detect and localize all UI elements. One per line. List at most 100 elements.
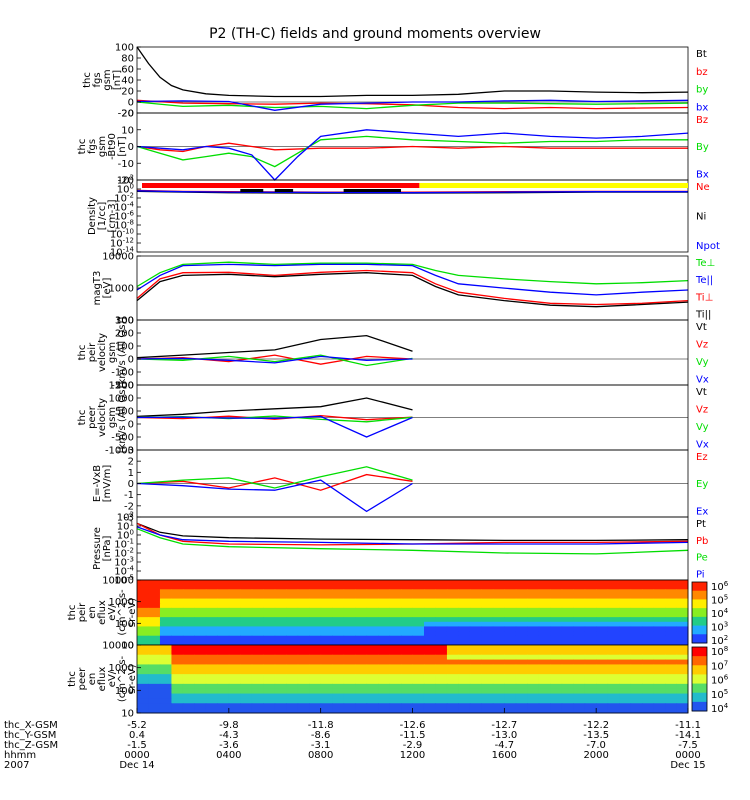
heatmap-cell: [676, 693, 689, 699]
heatmap-cell: [309, 640, 322, 646]
heatmap-cell: [159, 612, 172, 618]
heatmap-cell: [389, 640, 402, 646]
heatmap-cell: [355, 621, 368, 627]
heatmap-cell: [240, 683, 253, 690]
heatmap-cell: [446, 679, 459, 685]
heatmap-cell: [297, 621, 310, 627]
heatmap-cell: [389, 659, 402, 665]
heatmap-cell: [676, 603, 689, 609]
heatmap-cell: [423, 659, 436, 665]
heatmap-cell: [515, 635, 528, 641]
heatmap-cell: [676, 703, 689, 709]
heatmap-cell: [446, 640, 459, 646]
heatmap-cell: [228, 589, 241, 595]
heatmap-cell: [274, 640, 287, 646]
heatmap-cell: [251, 679, 264, 685]
heatmap-cell: [550, 649, 563, 656]
heatmap-cell: [263, 593, 276, 600]
heatmap-cell: [297, 674, 310, 680]
heatmap-cell: [309, 703, 322, 709]
heatmap-cell: [148, 708, 161, 714]
heatmap-cell: [182, 645, 195, 651]
heatmap-cell: [584, 621, 597, 627]
heatmap-cell: [458, 593, 471, 600]
heatmap-cell: [412, 580, 425, 586]
heatmap-cell: [240, 580, 253, 586]
heatmap-cell: [355, 693, 368, 699]
heatmap-cell: [515, 703, 528, 709]
heatmap-cell: [676, 598, 689, 604]
heatmap-cell: [332, 654, 345, 661]
heatmap-cell: [194, 688, 207, 695]
heatmap-cell: [378, 598, 391, 604]
heatmap-cell: [481, 683, 494, 690]
heatmap-cell: [481, 698, 494, 704]
heatmap-cell: [159, 683, 172, 690]
y-tick-label: -1: [124, 490, 134, 501]
heatmap-cell: [561, 607, 574, 613]
heatmap-cell: [642, 645, 655, 651]
legend-entry: Vx: [696, 374, 709, 385]
series-Pi: [136, 526, 689, 545]
heatmap-cell: [182, 603, 195, 609]
heatmap-cell: [492, 664, 505, 670]
heatmap-cell: [504, 631, 517, 637]
heatmap-cell: [492, 640, 505, 646]
heatmap-cell: [366, 698, 379, 704]
heatmap-cell: [538, 674, 551, 680]
series-Vy: [136, 354, 413, 367]
series-Npot: [136, 190, 688, 194]
heatmap-cell: [550, 659, 563, 665]
heatmap-cell: [550, 598, 563, 604]
heatmap-cell: [366, 584, 379, 590]
series-Vz: [136, 354, 413, 365]
heatmap-cell: [435, 598, 448, 604]
heatmap-cell: [665, 626, 678, 632]
heatmap-cell: [401, 674, 413, 680]
heatmap-cell: [630, 703, 643, 709]
heatmap-cell: [401, 593, 413, 600]
legend-entry: Bz: [696, 115, 708, 126]
colorbar-segment: [692, 616, 707, 627]
colorbar-label: 104: [711, 607, 729, 620]
heatmap-cell: [492, 649, 505, 656]
heatmap-cell: [251, 621, 264, 627]
heatmap-cell: [366, 649, 379, 656]
heatmap-cell: [389, 612, 402, 618]
heatmap-cell: [584, 683, 597, 690]
mode-bar-red: [142, 183, 420, 188]
heatmap-cell: [297, 654, 310, 661]
heatmap-cell: [423, 683, 436, 690]
heatmap-cell: [561, 708, 574, 714]
heatmap-cell: [297, 659, 310, 665]
heatmap-cell: [137, 649, 149, 656]
heatmap-cell: [148, 693, 161, 699]
heatmap-cell: [676, 640, 689, 646]
heatmap-cell: [182, 693, 195, 699]
heatmap-cell: [446, 580, 459, 586]
heatmap-cell: [573, 693, 586, 699]
heatmap-cell: [412, 649, 425, 656]
heatmap-cell: [401, 703, 413, 709]
colorbar-segment: [692, 590, 707, 600]
y-tick-label: -20: [118, 176, 134, 187]
legend-entry: bx: [696, 102, 708, 113]
heatmap-cell: [435, 580, 448, 586]
heatmap-cell: [332, 669, 345, 675]
heatmap-cell: [286, 679, 299, 685]
heatmap-cell: [286, 640, 299, 646]
heatmap-cell: [596, 584, 609, 590]
heatmap-cell: [492, 688, 505, 695]
heatmap-cell: [412, 621, 425, 627]
heatmap-cell: [619, 635, 632, 641]
heatmap-cell: [378, 612, 391, 618]
heatmap-cell: [194, 698, 207, 704]
colorbar-label: 102: [711, 634, 728, 647]
heatmap-cell: [423, 693, 436, 699]
heatmap-cell: [309, 679, 322, 685]
heatmap-cell: [630, 659, 643, 665]
heatmap-cell: [159, 674, 172, 680]
heatmap-cell: [355, 612, 368, 618]
heatmap-cell: [435, 674, 448, 680]
heatmap-cell: [159, 640, 172, 646]
